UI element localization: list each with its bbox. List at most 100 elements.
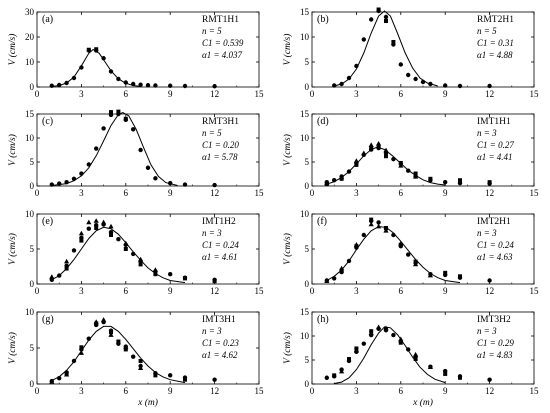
data-point xyxy=(64,80,69,86)
param-alpha1: α1 = 4.63 xyxy=(477,252,513,262)
data-point xyxy=(168,180,173,186)
panel-letter: (c) xyxy=(42,116,53,127)
data-point xyxy=(123,247,128,251)
data-point xyxy=(398,163,404,168)
y-axis-label: V (cm/s) xyxy=(7,332,18,364)
data-point xyxy=(108,332,114,337)
data-point xyxy=(109,330,113,335)
y-tick-label: 15 xyxy=(300,7,310,17)
data-point xyxy=(406,347,411,352)
x-tick-label: 12 xyxy=(210,89,219,99)
y-tick-label: 5 xyxy=(30,343,35,353)
x-tick-label: 6 xyxy=(124,89,129,99)
data-point xyxy=(391,40,396,44)
data-point xyxy=(94,146,99,151)
data-point xyxy=(428,176,433,181)
data-point xyxy=(131,251,136,257)
y-tick-label: 0 xyxy=(305,379,310,389)
data-point xyxy=(339,176,344,181)
data-point xyxy=(57,273,62,278)
data-point xyxy=(457,83,463,89)
data-point xyxy=(398,62,403,67)
y-tick-label: 5 xyxy=(305,57,310,67)
param-n: n = 3 xyxy=(477,128,497,138)
x-tick-label: 15 xyxy=(530,286,540,296)
data-point xyxy=(138,147,143,153)
x-tick-label: 12 xyxy=(210,188,219,198)
data-point xyxy=(398,340,403,345)
data-point xyxy=(86,226,92,231)
data-point xyxy=(413,357,418,362)
data-point xyxy=(384,226,388,230)
param-n: n = 5 xyxy=(202,128,222,138)
x-tick-label: 3 xyxy=(354,89,359,99)
data-point xyxy=(71,248,77,253)
data-point xyxy=(79,65,84,70)
x-tick-label: 6 xyxy=(399,188,404,198)
data-point xyxy=(376,324,382,330)
x-tick-label: 12 xyxy=(485,188,494,198)
data-point xyxy=(93,218,99,223)
data-point xyxy=(145,83,151,88)
y-tick-label: 0 xyxy=(30,279,35,289)
data-point xyxy=(361,150,367,156)
y-tick-label: 0 xyxy=(30,379,35,389)
x-tick-label: 9 xyxy=(168,188,173,198)
panel-letter: (f) xyxy=(317,216,327,227)
data-point xyxy=(384,327,388,332)
data-point xyxy=(86,47,91,52)
data-point xyxy=(332,276,337,281)
x-tick-label: 6 xyxy=(399,286,404,296)
x-tick-label: 12 xyxy=(210,286,219,296)
x-tick-label: 12 xyxy=(485,286,494,296)
y-tick-label: 20 xyxy=(25,32,35,42)
data-point xyxy=(354,346,359,351)
x-tick-label: 3 xyxy=(79,89,84,99)
y-tick-label: 5 xyxy=(305,355,310,365)
data-point xyxy=(101,219,107,225)
data-point xyxy=(354,244,359,249)
x-tick-label: 6 xyxy=(399,386,404,396)
y-tick-label: 0 xyxy=(30,82,35,92)
data-point xyxy=(398,242,403,247)
x-tick-label: 0 xyxy=(310,188,315,198)
data-point xyxy=(339,81,344,87)
data-point xyxy=(64,179,69,185)
param-alpha1: α1 = 4.037 xyxy=(202,50,243,60)
param-n: n = 3 xyxy=(477,326,497,336)
x-tick-label: 15 xyxy=(530,188,540,198)
data-point xyxy=(487,278,492,283)
data-point xyxy=(49,274,55,279)
data-point xyxy=(78,350,84,355)
x-axis-label: x (m) xyxy=(137,397,158,408)
x-tick-label: 9 xyxy=(168,386,173,396)
data-point xyxy=(427,364,433,369)
x-tick-label: 0 xyxy=(310,386,315,396)
data-point xyxy=(64,371,69,376)
series-name: RMT2H1 xyxy=(477,15,514,25)
data-point xyxy=(116,339,121,344)
data-point xyxy=(212,84,217,89)
x-tick-label: 12 xyxy=(485,386,494,396)
param-c1: C1 = 0.31 xyxy=(477,38,514,48)
y-axis-label: V (cm/s) xyxy=(7,233,18,265)
data-point xyxy=(57,376,62,381)
data-point xyxy=(94,321,99,326)
x-tick-label: 0 xyxy=(35,286,40,296)
data-point xyxy=(138,256,144,262)
y-tick-label: 0 xyxy=(305,279,310,289)
series-name: IMT1H2 xyxy=(202,217,236,227)
y-axis-label: V (cm/s) xyxy=(282,332,293,364)
param-c1: C1 = 0.539 xyxy=(202,38,244,48)
data-point xyxy=(138,82,143,87)
data-point xyxy=(383,228,389,233)
data-point xyxy=(347,357,351,362)
data-point xyxy=(361,341,366,346)
param-alpha1: α1 = 4.41 xyxy=(477,152,513,162)
x-tick-label: 15 xyxy=(255,188,265,198)
data-point xyxy=(427,272,433,278)
